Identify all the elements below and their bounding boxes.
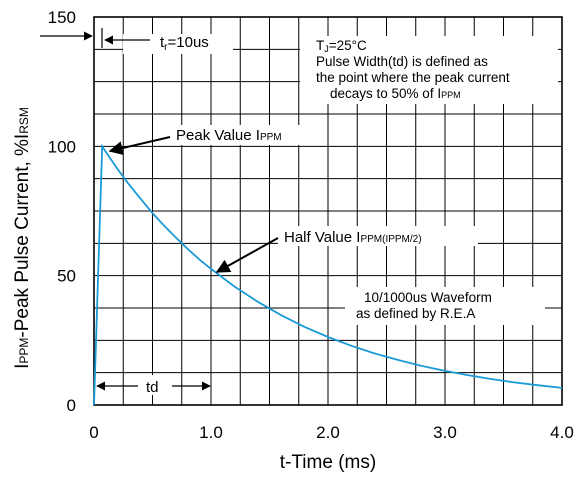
x-axis-title: t-Time (ms) (280, 452, 376, 473)
x-tick-label: 1.0 (199, 423, 223, 442)
plot-frame (93, 16, 563, 406)
x-tick-label: 3.0 (433, 423, 457, 442)
svg-text:decays to 50% of IPPM: decays to 50% of IPPM (330, 86, 461, 101)
svg-text:the point where the peak curre: the point where the peak current (316, 70, 510, 85)
half-label: Half Value IPPM(IPPM/2) (284, 229, 422, 246)
td-label: td (146, 379, 159, 396)
y-tick-label: 100 (48, 137, 76, 156)
td-label-box (138, 375, 172, 395)
waveform-label-box (345, 287, 545, 325)
svg-text:Pulse Width(td) is defined as: Pulse Width(td) is defined as (316, 54, 488, 69)
conditions-note: TJ=25°C Pulse Width(td) is defined as th… (316, 38, 510, 101)
y-axis-title: IPPM-Peak Pulse Current, %IRSM (12, 107, 33, 369)
half-label-box (278, 226, 478, 246)
x-tick-labels: 0 1.0 2.0 3.0 4.0 (89, 423, 574, 442)
y-tick-labels: 0 50 100 150 (48, 8, 76, 415)
tr-label-box (123, 34, 233, 54)
x-tick-label: 0 (89, 423, 98, 442)
conditions-box (300, 36, 558, 104)
x-tick-label: 2.0 (316, 423, 340, 442)
waveform-note-line1: 10/1000us Waveform (364, 290, 492, 305)
waveform-note-line2: as defined by R.E.A (356, 306, 475, 321)
y-tick-label: 0 (67, 396, 76, 415)
series-line-waveform (93, 143, 563, 406)
peak-label: Peak Value IPPM (176, 127, 282, 144)
half-arrow (215, 237, 279, 273)
y-tick-label: 50 (57, 267, 76, 286)
peak-arrow (108, 136, 171, 155)
tr-label: tr=10us (160, 34, 209, 53)
svg-text:TJ=25°C: TJ=25°C (316, 38, 367, 54)
y-tick-label: 150 (48, 8, 76, 27)
peak-label-box (170, 125, 302, 145)
x-tick-label: 4.0 (550, 423, 574, 442)
